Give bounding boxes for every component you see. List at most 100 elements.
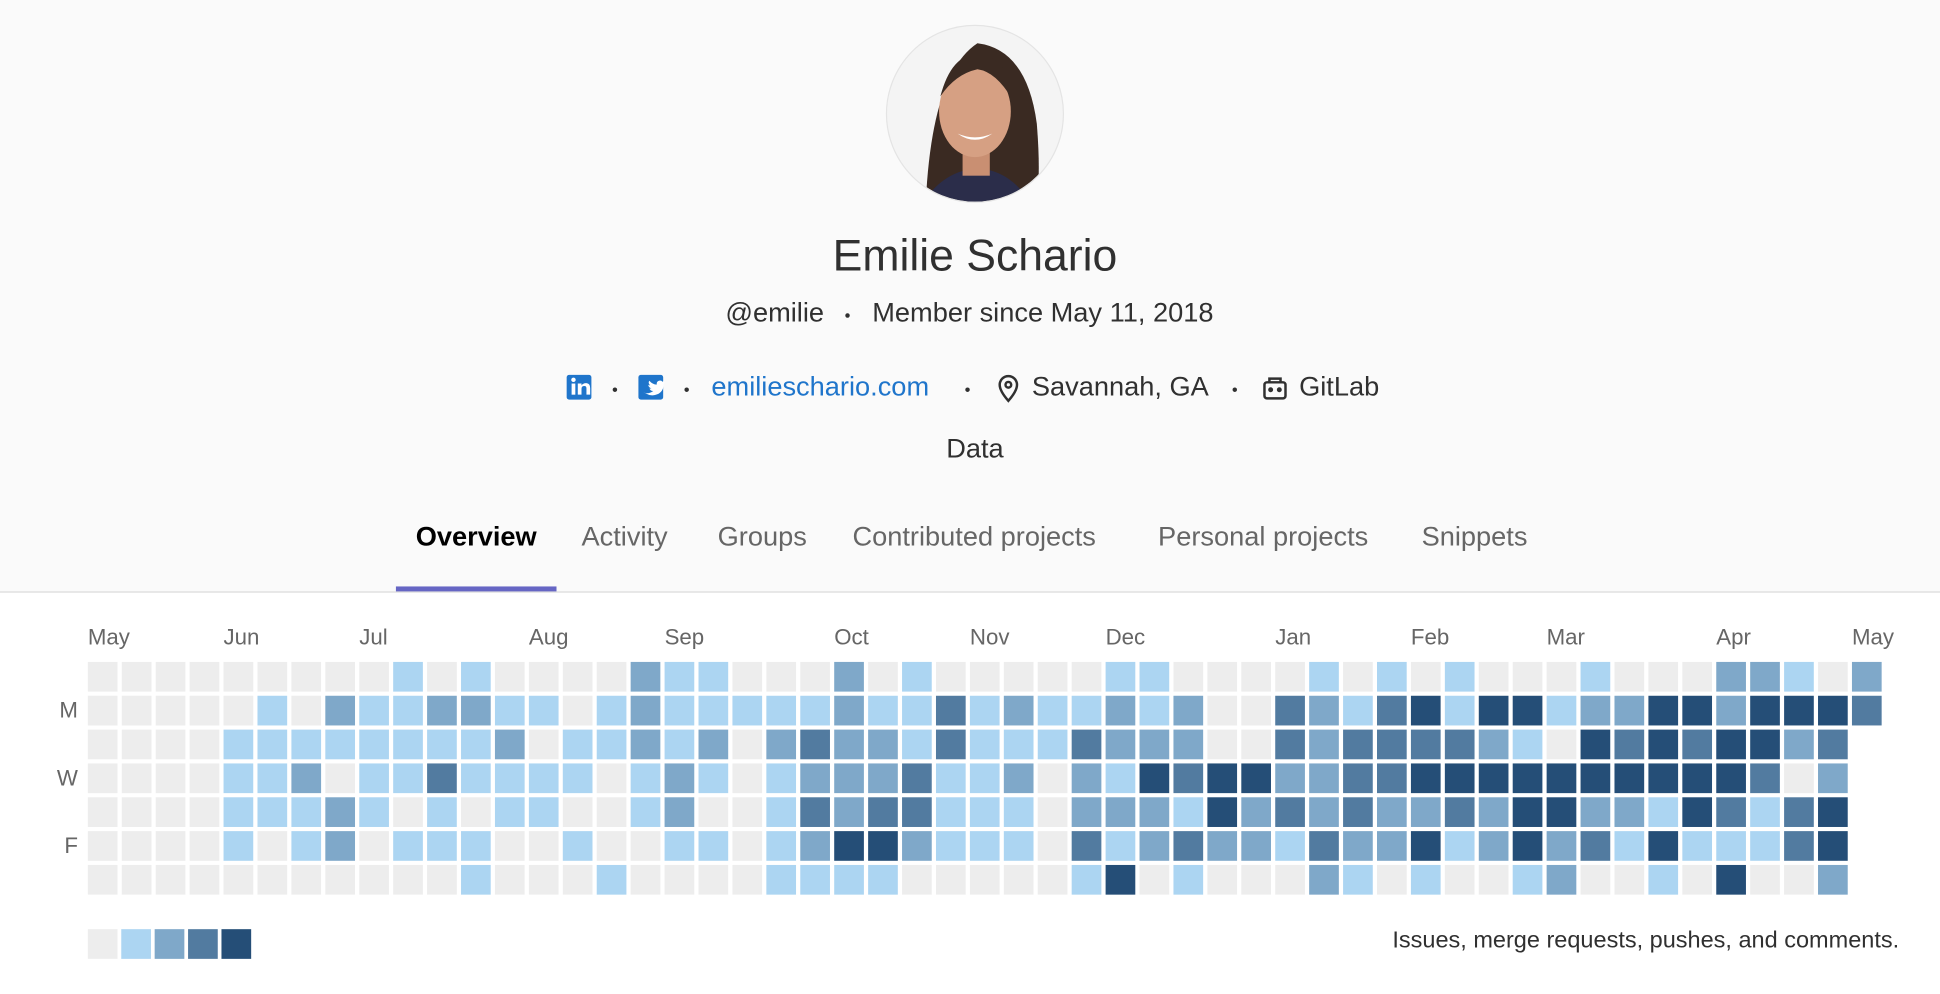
contribution-cell[interactable]	[868, 864, 898, 895]
contribution-cell[interactable]	[427, 797, 457, 827]
contribution-cell[interactable]	[698, 864, 729, 895]
contribution-cell[interactable]	[1139, 695, 1170, 726]
contribution-cell[interactable]	[393, 695, 423, 726]
contribution-cell[interactable]	[1546, 831, 1577, 861]
contribution-cell[interactable]	[1309, 695, 1339, 726]
contribution-cell[interactable]	[257, 831, 288, 861]
contribution-cell[interactable]	[1309, 729, 1339, 760]
contribution-cell[interactable]	[1750, 661, 1780, 692]
contribution-cell[interactable]	[325, 763, 356, 794]
contribution-cell[interactable]	[257, 695, 288, 726]
contribution-cell[interactable]	[1716, 864, 1746, 895]
contribution-cell[interactable]	[766, 661, 797, 692]
contribution-cell[interactable]	[1377, 729, 1407, 760]
contribution-cell[interactable]	[1343, 763, 1373, 794]
contribution-cell[interactable]	[393, 763, 423, 794]
contribution-cell[interactable]	[1410, 695, 1441, 726]
contribution-cell[interactable]	[732, 864, 763, 895]
contribution-cell[interactable]	[868, 797, 898, 827]
contribution-cell[interactable]	[359, 831, 389, 861]
contribution-cell[interactable]	[461, 831, 491, 861]
contribution-cell[interactable]	[528, 661, 559, 692]
contribution-cell[interactable]	[935, 831, 966, 861]
contribution-cell[interactable]	[868, 695, 898, 726]
contribution-cell[interactable]	[291, 864, 322, 895]
contribution-cell[interactable]	[1037, 661, 1068, 692]
contribution-cell[interactable]	[766, 695, 797, 726]
tab[interactable]: Contributed projects	[852, 520, 1095, 551]
contribution-cell[interactable]	[1512, 695, 1543, 726]
linkedin-icon[interactable]	[566, 374, 592, 400]
tab[interactable]: Personal projects	[1158, 520, 1368, 551]
contribution-cell[interactable]	[596, 661, 627, 692]
contribution-cell[interactable]	[800, 864, 830, 895]
contribution-cell[interactable]	[1648, 695, 1679, 726]
contribution-cell[interactable]	[257, 763, 288, 794]
contribution-cell[interactable]	[698, 763, 729, 794]
contribution-cell[interactable]	[1648, 729, 1679, 760]
contribution-cell[interactable]	[596, 763, 627, 794]
contribution-cell[interactable]	[1105, 797, 1136, 827]
contribution-cell[interactable]	[1105, 695, 1136, 726]
contribution-cell[interactable]	[834, 763, 864, 794]
contribution-cell[interactable]	[189, 729, 220, 760]
contribution-cell[interactable]	[1444, 661, 1475, 692]
contribution-cell[interactable]	[325, 729, 356, 760]
contribution-cell[interactable]	[1173, 797, 1204, 827]
contribution-cell[interactable]	[1478, 729, 1509, 760]
contribution-cell[interactable]	[1716, 797, 1746, 827]
contribution-cell[interactable]	[1512, 763, 1543, 794]
contribution-cell[interactable]	[223, 661, 254, 692]
contribution-cell[interactable]	[1343, 695, 1373, 726]
contribution-cell[interactable]	[1309, 864, 1339, 895]
contribution-cell[interactable]	[1343, 729, 1373, 760]
contribution-cell[interactable]	[1444, 864, 1475, 895]
contribution-cell[interactable]	[325, 797, 356, 827]
contribution-cell[interactable]	[87, 729, 118, 760]
contribution-cell[interactable]	[834, 729, 864, 760]
contribution-cell[interactable]	[1003, 695, 1034, 726]
contribution-cell[interactable]	[800, 661, 830, 692]
contribution-cell[interactable]	[1614, 763, 1645, 794]
contribution-cell[interactable]	[1750, 695, 1780, 726]
contribution-cell[interactable]	[766, 797, 797, 827]
contribution-cell[interactable]	[630, 695, 661, 726]
contribution-cell[interactable]	[291, 831, 322, 861]
contribution-cell[interactable]	[189, 661, 220, 692]
contribution-cell[interactable]	[1818, 695, 1848, 726]
contribution-cell[interactable]	[1478, 831, 1509, 861]
contribution-cell[interactable]	[1105, 831, 1136, 861]
contribution-cell[interactable]	[1037, 864, 1068, 895]
contribution-cell[interactable]	[800, 729, 830, 760]
contribution-cell[interactable]	[1546, 661, 1577, 692]
contribution-cell[interactable]	[698, 831, 729, 861]
contribution-cell[interactable]	[562, 864, 593, 895]
contribution-cell[interactable]	[1580, 797, 1611, 827]
contribution-cell[interactable]	[1207, 864, 1238, 895]
contribution-cell[interactable]	[1410, 864, 1441, 895]
contribution-cell[interactable]	[1580, 661, 1611, 692]
contribution-cell[interactable]	[121, 661, 152, 692]
contribution-cell[interactable]	[494, 661, 525, 692]
contribution-cell[interactable]	[1784, 695, 1814, 726]
contribution-cell[interactable]	[1478, 763, 1509, 794]
contribution-cell[interactable]	[155, 729, 186, 760]
contribution-cell[interactable]	[1241, 729, 1271, 760]
contribution-cell[interactable]	[562, 763, 593, 794]
contribution-cell[interactable]	[562, 661, 593, 692]
contribution-cell[interactable]	[291, 729, 322, 760]
contribution-cell[interactable]	[1512, 831, 1543, 861]
contribution-cell[interactable]	[461, 763, 491, 794]
contribution-cell[interactable]	[291, 695, 322, 726]
contribution-cell[interactable]	[1444, 729, 1475, 760]
contribution-cell[interactable]	[189, 797, 220, 827]
contribution-cell[interactable]	[1410, 729, 1441, 760]
contribution-cell[interactable]	[1173, 729, 1204, 760]
contribution-cell[interactable]	[1648, 864, 1679, 895]
contribution-cell[interactable]	[766, 831, 797, 861]
contribution-cell[interactable]	[121, 695, 152, 726]
contribution-cell[interactable]	[359, 729, 389, 760]
contribution-cell[interactable]	[1444, 831, 1475, 861]
contribution-cell[interactable]	[1275, 831, 1305, 861]
contribution-cell[interactable]	[664, 864, 695, 895]
